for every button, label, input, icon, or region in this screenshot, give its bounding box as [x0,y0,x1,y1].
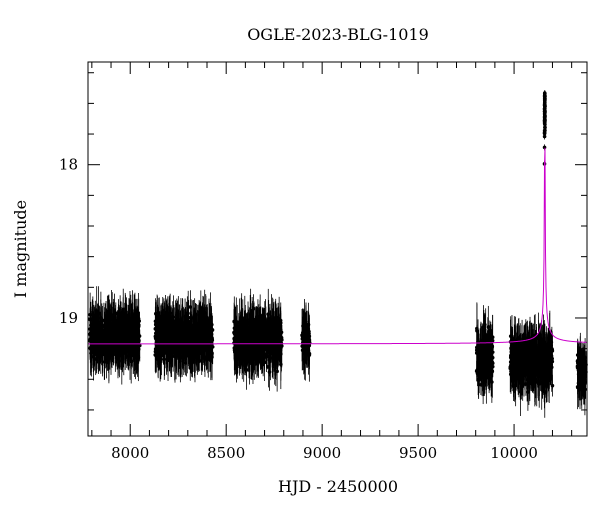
data-point [92,330,96,334]
data-point [234,333,238,338]
data-point [114,335,119,340]
data-point [202,328,206,333]
data-point [275,356,279,360]
data-point [104,333,109,338]
data-point [209,336,214,340]
data-point [202,348,207,353]
data-point [118,339,122,344]
data-point [265,332,270,337]
data-point [262,322,267,326]
data-point [256,346,260,350]
data-point [89,333,94,338]
data-point [109,323,113,327]
data-point [168,346,173,351]
data-point [237,337,241,342]
data-point [111,330,115,335]
data-point [120,326,125,331]
data-point [199,333,204,338]
data-point [174,338,178,343]
data-point [183,326,188,331]
data-point [103,339,107,343]
data-point [307,335,311,340]
data-point [188,332,193,337]
data-point [480,363,484,367]
data-point [254,338,258,343]
data-point [188,305,193,309]
data-point [194,344,199,349]
data-point [128,340,132,344]
data-point [131,337,136,341]
data-point [111,335,116,340]
data-point [483,322,487,327]
data-point [159,337,163,341]
data-point [240,322,245,327]
data-point [130,320,134,325]
data-point [98,324,103,329]
data-point [273,321,278,325]
data-point [126,333,131,338]
data-point [160,320,165,325]
data-point [175,331,179,336]
data-point [279,330,284,335]
data-point [166,329,170,334]
data-point [476,366,480,370]
plot-area [88,90,588,418]
data-point [123,335,128,339]
data-point [127,317,132,322]
data-point [153,349,158,354]
data-point [109,348,113,353]
data-point [171,334,176,338]
data-point [257,330,262,335]
data-point [180,356,184,360]
data-point [279,362,283,367]
data-point [132,317,137,321]
data-point [116,331,120,335]
data-point [244,359,249,363]
data-point [475,328,479,333]
data-point [524,366,529,371]
data-point [88,339,92,343]
data-point [122,347,126,352]
data-point [526,390,530,394]
data-point [271,359,275,364]
data-point [163,351,168,355]
data-point [201,313,206,318]
data-point [488,356,492,360]
data-point [266,365,271,369]
data-point [105,348,110,353]
data-point [178,330,183,334]
data-point [248,317,253,322]
data-point [304,320,308,324]
data-point [204,338,209,342]
chart-title: OGLE-2023-BLG-1019 [247,25,429,44]
data-point [476,378,481,382]
data-point [476,349,481,354]
data-point [487,376,491,380]
data-point [92,346,97,351]
data-point [107,356,111,361]
data-point [273,332,278,336]
data-point [490,335,494,340]
data-point [242,347,247,351]
data-point [259,349,264,354]
data-point [168,336,172,341]
data-point [490,369,495,373]
data-point [269,331,273,335]
data-point [271,323,275,328]
data-point [118,311,122,316]
data-point [186,337,190,342]
data-point [250,340,254,344]
data-point [192,346,196,351]
data-point [277,348,281,353]
data-point [185,318,190,322]
data-point [134,335,139,340]
